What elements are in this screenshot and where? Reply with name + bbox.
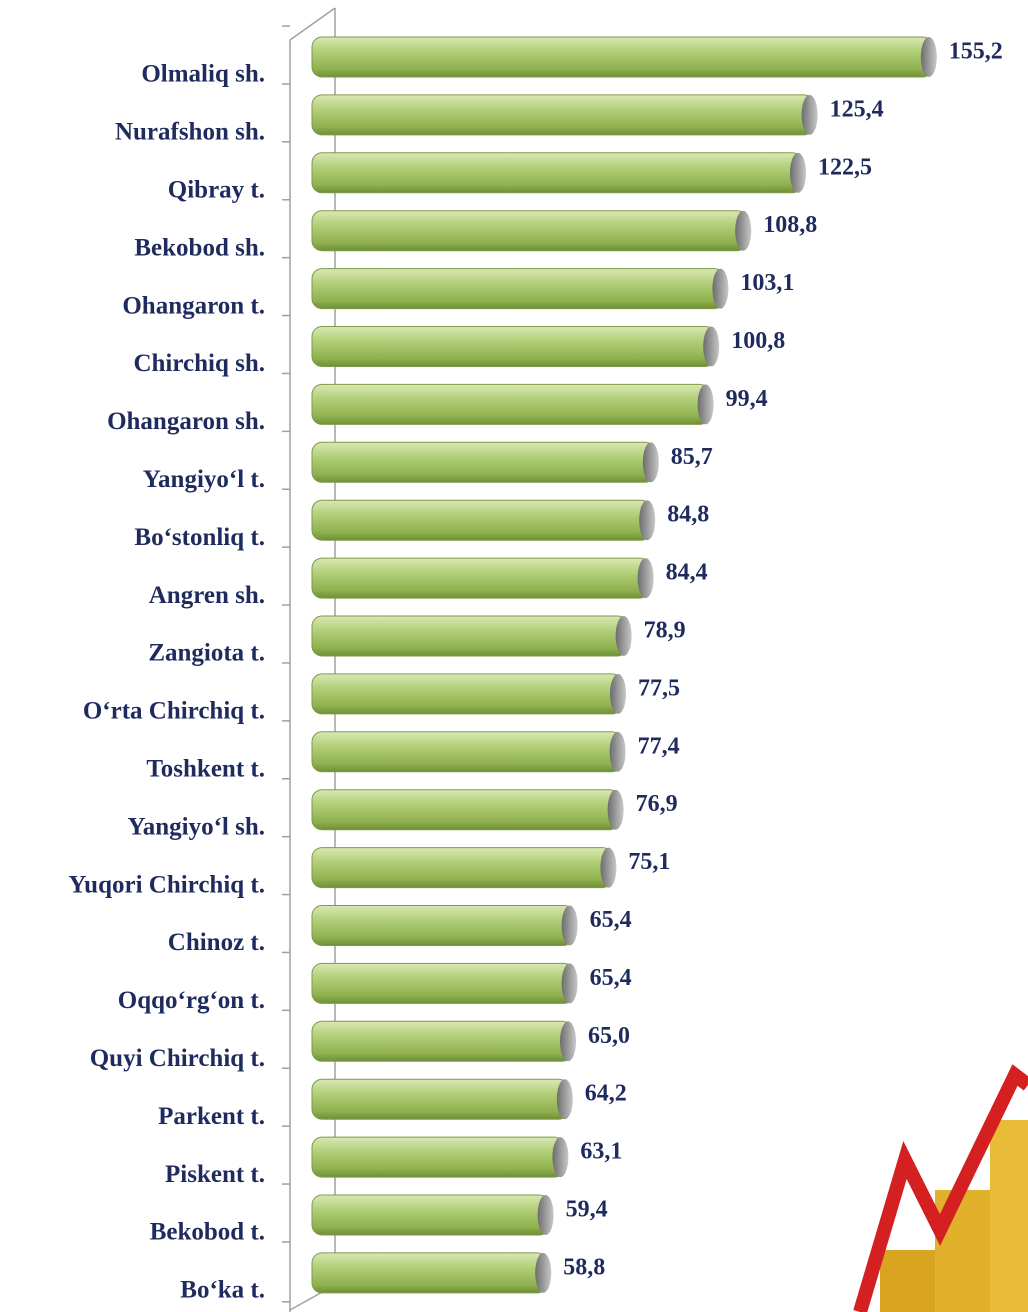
value-label: 58,8 (563, 1254, 605, 1280)
value-label: 103,1 (740, 270, 794, 296)
category-label: Quyi Chirchiq t. (90, 1045, 265, 1072)
bar (311, 1020, 573, 1062)
value-label: 75,1 (628, 849, 670, 875)
value-label: 99,4 (726, 386, 768, 412)
bar (311, 326, 716, 367)
bar (311, 962, 575, 1004)
bar (311, 441, 656, 483)
bar (311, 152, 803, 194)
category-label: Ohangaron t. (122, 292, 265, 319)
category-label: Yuqori Chirchiq t. (68, 871, 265, 898)
value-label: 85,7 (671, 444, 713, 470)
value-label: 77,5 (638, 675, 680, 701)
bar-cap (712, 268, 729, 309)
bar-cap (610, 673, 626, 714)
bar-cap (703, 326, 720, 367)
bar-cap (609, 731, 626, 772)
value-label: 108,8 (763, 212, 817, 238)
category-label: Oqqo‘rg‘on t. (118, 987, 265, 1014)
category-label: Ohangaron sh. (107, 408, 265, 435)
value-label: 84,4 (666, 560, 708, 586)
bar (311, 557, 651, 599)
bar (311, 615, 629, 657)
value-label: 59,4 (566, 1197, 608, 1223)
bar (311, 94, 815, 136)
value-label: 122,5 (818, 154, 872, 180)
bar (311, 210, 748, 252)
bar (311, 36, 934, 78)
bar (311, 847, 613, 889)
bar-cap (790, 152, 806, 193)
bar-cap (639, 500, 656, 541)
value-label: 63,1 (580, 1139, 622, 1165)
value-label: 155,2 (949, 39, 1003, 65)
bar (311, 673, 623, 715)
category-label: Piskent t. (165, 1161, 265, 1188)
bar-cap (561, 905, 578, 946)
bar (311, 1078, 570, 1120)
bar (311, 1252, 548, 1294)
bar-cap (920, 37, 937, 77)
value-label: 78,9 (644, 618, 686, 644)
category-label: Zangiota t. (148, 640, 265, 667)
category-label: Bekobod sh. (134, 234, 265, 261)
bar-cap (637, 558, 654, 599)
bar (311, 499, 652, 541)
category-label: Bo‘stonliq t. (134, 524, 265, 551)
category-label: Parkent t. (158, 1103, 265, 1130)
category-label: Olmaliq sh. (141, 61, 265, 88)
bar (311, 268, 725, 310)
value-label: 65,4 (590, 907, 632, 933)
bar (311, 1136, 565, 1178)
bar (311, 383, 711, 425)
category-label: Nurafshon sh. (115, 119, 265, 146)
category-label: Yangiyo‘l sh. (127, 813, 265, 840)
bar-cap (697, 384, 714, 425)
bar-cap (552, 1137, 569, 1178)
category-label: Yangiyo‘l t. (143, 466, 265, 493)
value-label: 125,4 (830, 96, 884, 122)
bar (311, 731, 623, 773)
value-label: 76,9 (636, 791, 678, 817)
bar (311, 789, 621, 831)
bar-cap (615, 616, 632, 656)
category-label: Qibray t. (168, 177, 265, 204)
bar-cap (560, 1021, 576, 1062)
value-label: 65,0 (588, 1023, 630, 1049)
bar (311, 1194, 551, 1236)
category-label: Chirchiq sh. (133, 350, 265, 377)
bar (311, 905, 575, 946)
bar-cap (561, 963, 578, 1004)
category-label: Bekobod t. (150, 1219, 265, 1246)
bar-cap (537, 1195, 554, 1235)
category-label: Bo‘ka t. (180, 1277, 265, 1304)
bar-cap (535, 1252, 552, 1293)
bar-cap (600, 847, 617, 888)
bar-cap (642, 442, 659, 483)
category-label: Chinoz t. (168, 929, 265, 956)
value-label: 77,4 (638, 733, 680, 759)
bar-cap (735, 210, 752, 251)
decoration (853, 1064, 1028, 1312)
bar-cap (801, 94, 818, 135)
value-label: 64,2 (585, 1081, 627, 1107)
value-label: 100,8 (731, 328, 785, 354)
value-label: 65,4 (590, 965, 632, 991)
category-label: Toshkent t. (146, 756, 265, 783)
category-label: O‘rta Chirchiq t. (83, 698, 265, 725)
category-label: Angren sh. (149, 582, 265, 609)
bar-cap (556, 1079, 573, 1120)
bar-cap (607, 789, 624, 830)
value-label: 84,8 (667, 502, 709, 528)
